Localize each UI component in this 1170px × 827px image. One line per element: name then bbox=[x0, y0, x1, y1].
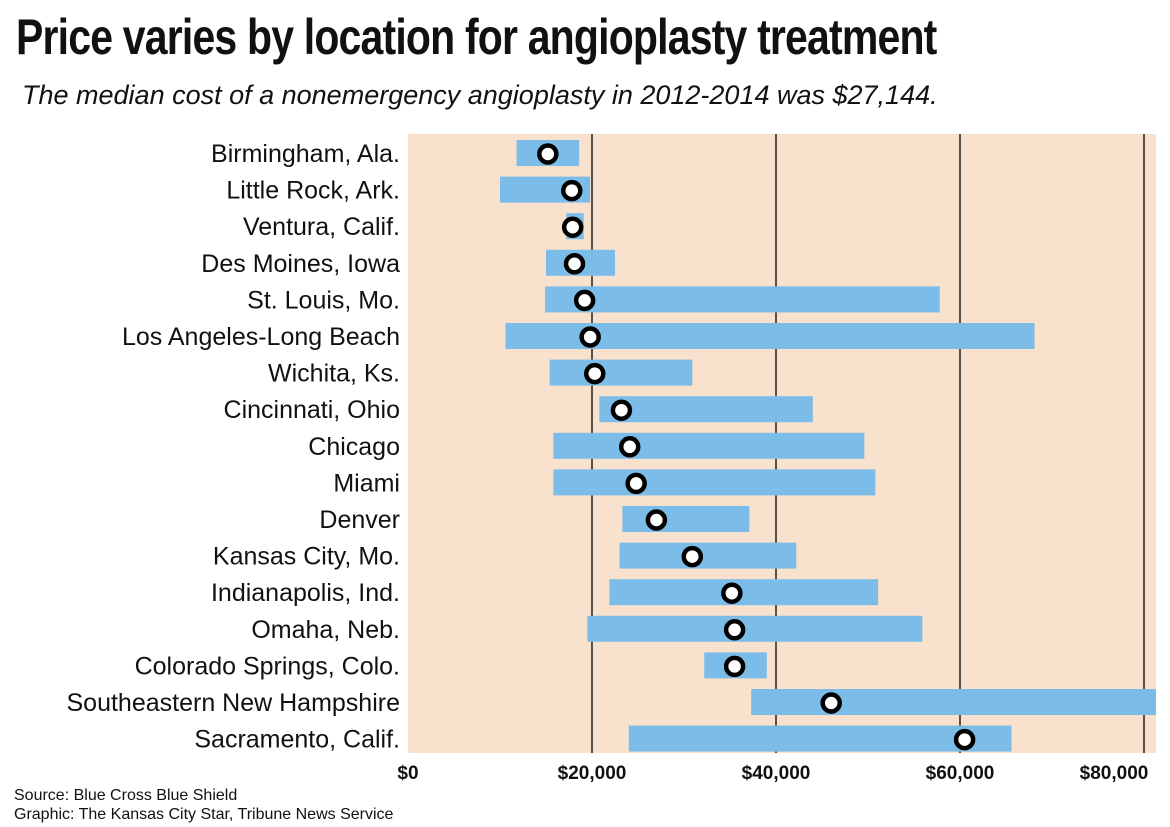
range-bars bbox=[500, 140, 1156, 752]
median-marker bbox=[721, 582, 743, 604]
median-marker bbox=[573, 289, 596, 312]
median-marker bbox=[561, 179, 583, 202]
source-credit: Source: Blue Cross Blue Shield bbox=[14, 787, 238, 804]
chart-subtitle: The median cost of a nonemergency angiop… bbox=[22, 80, 938, 110]
median-marker bbox=[681, 545, 704, 568]
range-bar bbox=[545, 286, 940, 313]
x-tick-label: $60,000 bbox=[926, 763, 995, 784]
x-tick-label: $20,000 bbox=[558, 763, 627, 784]
median-marker bbox=[563, 253, 586, 275]
range-bar bbox=[619, 542, 797, 569]
median-marker bbox=[645, 509, 668, 531]
category-label: Birmingham, Ala. bbox=[211, 140, 400, 168]
category-label: Los Angeles-Long Beach bbox=[122, 323, 400, 351]
median-marker bbox=[618, 436, 641, 458]
category-label: Southeastern New Hampshire bbox=[67, 689, 401, 717]
median-marker bbox=[610, 399, 633, 421]
category-label: Little Rock, Ark. bbox=[226, 177, 400, 205]
category-label: St. Louis, Mo. bbox=[247, 286, 400, 314]
range-bar bbox=[553, 432, 865, 459]
median-marker bbox=[584, 362, 606, 385]
x-tick-label: $40,000 bbox=[742, 763, 811, 784]
range-bar bbox=[549, 359, 693, 386]
gridlines bbox=[591, 134, 1145, 753]
range-bar bbox=[609, 579, 879, 606]
median-marker bbox=[537, 143, 559, 165]
median-markers bbox=[537, 143, 976, 751]
x-tick-label: $80,000 bbox=[1080, 763, 1149, 784]
range-bar bbox=[553, 469, 876, 496]
chart-title: Price varies by location for angioplasty… bbox=[16, 9, 937, 65]
category-label: Kansas City, Mo. bbox=[213, 543, 400, 571]
category-label: Colorado Springs, Colo. bbox=[135, 652, 400, 680]
category-label: Ventura, Calif. bbox=[243, 213, 400, 241]
graphic-credit: Graphic: The Kansas City Star, Tribune N… bbox=[14, 806, 394, 823]
range-bar bbox=[628, 725, 1012, 752]
median-marker bbox=[579, 326, 601, 348]
range-bar bbox=[622, 506, 750, 532]
category-label: Indianapolis, Ind. bbox=[211, 579, 400, 607]
category-label: Chicago bbox=[308, 433, 400, 461]
x-tick-label: $0 bbox=[397, 763, 418, 784]
range-bar bbox=[599, 396, 813, 423]
median-marker bbox=[820, 692, 842, 714]
range-bar bbox=[751, 689, 1156, 715]
category-label: Miami bbox=[333, 469, 400, 497]
range-bar bbox=[587, 615, 923, 642]
category-label: Denver bbox=[319, 506, 400, 534]
median-marker bbox=[561, 216, 584, 238]
category-label: Cincinnati, Ohio bbox=[224, 396, 400, 424]
median-marker bbox=[953, 728, 976, 751]
footer-credits: Source: Blue Cross Blue Shield Graphic: … bbox=[14, 786, 393, 824]
x-axis-tick-labels: $0 $20,000 $40,000 $60,000 $80,000 bbox=[397, 763, 1148, 784]
median-marker bbox=[723, 619, 746, 641]
category-label: Wichita, Ks. bbox=[268, 360, 400, 388]
category-label: Omaha, Neb. bbox=[251, 616, 400, 644]
median-marker bbox=[723, 655, 746, 678]
category-label: Sacramento, Calif. bbox=[194, 726, 400, 754]
category-labels: Birmingham, Ala. Little Rock, Ark. Ventura… bbox=[67, 140, 401, 754]
category-label: Des Moines, Iowa bbox=[201, 250, 400, 278]
median-marker bbox=[625, 472, 647, 495]
